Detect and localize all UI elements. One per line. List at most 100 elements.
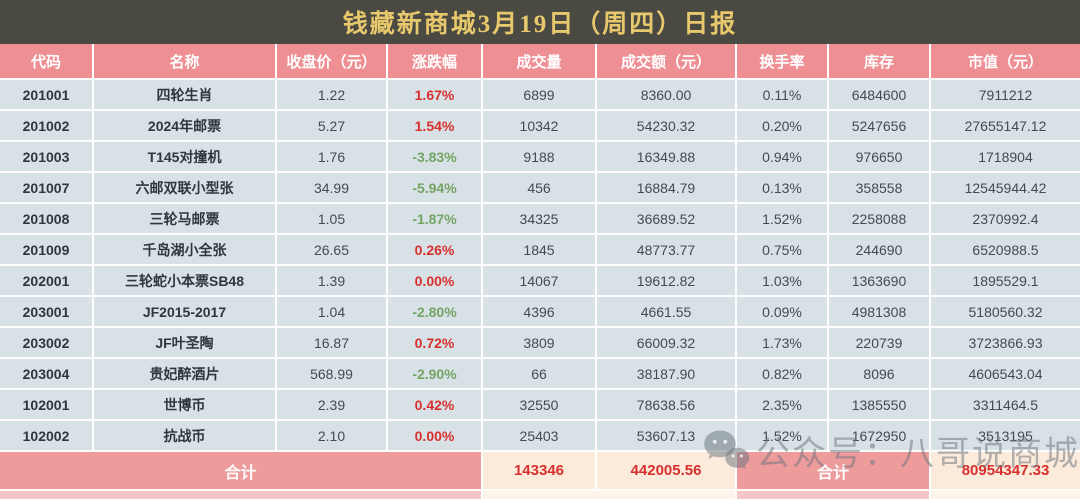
name-cell: 抗战币 <box>94 421 275 450</box>
market-value-cell: 27655147.12 <box>931 111 1080 140</box>
inventory-cell: 5247656 <box>829 111 929 140</box>
volume-cell: 66 <box>483 359 595 388</box>
inventory-cell: 8096 <box>829 359 929 388</box>
code-cell: 202001 <box>0 266 92 295</box>
column-header-market-value: 市值（元） <box>931 44 1080 78</box>
turnover-rate-cell: 1.52% <box>737 204 827 233</box>
close-price-cell: 5.27 <box>277 111 386 140</box>
turnover-rate-cell: 0.11% <box>737 80 827 109</box>
close-price-cell: 1.22 <box>277 80 386 109</box>
inventory-cell: 1385550 <box>829 390 929 419</box>
title-bar: 钱藏新商城3月19日（周四）日报 <box>0 0 1080 44</box>
name-cell: 千岛湖小全张 <box>94 235 275 264</box>
turnover-cell: 38187.90 <box>597 359 735 388</box>
inventory-cell: 358558 <box>829 173 929 202</box>
code-cell: 201007 <box>0 173 92 202</box>
turnover-cell: 16349.88 <box>597 142 735 171</box>
turnover-cell: 66009.32 <box>597 328 735 357</box>
market-value-cell: 4606543.04 <box>931 359 1080 388</box>
market-value-cell: 2370992.4 <box>931 204 1080 233</box>
totals-market-value: 80954347.33 <box>931 452 1080 489</box>
turnover-cell: 48773.77 <box>597 235 735 264</box>
column-header-turnover-rate: 换手率 <box>737 44 827 78</box>
close-price-cell: 1.39 <box>277 266 386 295</box>
market-value-cell: 1718904 <box>931 142 1080 171</box>
market-value-cell: 6520988.5 <box>931 235 1080 264</box>
name-cell: JF叶圣陶 <box>94 328 275 357</box>
name-cell: 世博币 <box>94 390 275 419</box>
volume-cell: 9188 <box>483 142 595 171</box>
code-cell: 102002 <box>0 421 92 450</box>
volume-cell: 34325 <box>483 204 595 233</box>
turnover-rate-cell: 0.13% <box>737 173 827 202</box>
page-title: 钱藏新商城3月19日（周四）日报 <box>342 11 738 38</box>
inventory-cell: 2258088 <box>829 204 929 233</box>
name-cell: 三轮蛇小本票SB48 <box>94 266 275 295</box>
code-cell: 201003 <box>0 142 92 171</box>
code-cell: 201008 <box>0 204 92 233</box>
change-cell: 1.54% <box>388 111 481 140</box>
turnover-rate-cell: 0.75% <box>737 235 827 264</box>
volume-cell: 32550 <box>483 390 595 419</box>
close-price-cell: 34.99 <box>277 173 386 202</box>
code-cell: 201001 <box>0 80 92 109</box>
change-cell: 0.00% <box>388 266 481 295</box>
name-cell: JF2015-2017 <box>94 297 275 326</box>
turnover-cell: 36689.52 <box>597 204 735 233</box>
name-cell: T145对撞机 <box>94 142 275 171</box>
column-header-turnover: 成交额（元） <box>597 44 735 78</box>
change-cell: -2.90% <box>388 359 481 388</box>
code-cell: 102001 <box>0 390 92 419</box>
column-header-change: 涨跌幅 <box>388 44 481 78</box>
market-value-cell: 3311464.5 <box>931 390 1080 419</box>
close-price-cell: 1.76 <box>277 142 386 171</box>
inventory-cell: 976650 <box>829 142 929 171</box>
turnover-cell: 4661.55 <box>597 297 735 326</box>
name-cell: 三轮马邮票 <box>94 204 275 233</box>
name-cell: 2024年邮票 <box>94 111 275 140</box>
close-price-cell: 2.10 <box>277 421 386 450</box>
market-value-cell: 3723866.93 <box>931 328 1080 357</box>
volume-cell: 14067 <box>483 266 595 295</box>
totals-turnover: 442005.56 <box>597 452 735 489</box>
volume-cell: 1845 <box>483 235 595 264</box>
turnover-cell: 19612.82 <box>597 266 735 295</box>
column-header-inventory: 库存 <box>829 44 929 78</box>
turnover-cell: 16884.79 <box>597 173 735 202</box>
code-cell: 201002 <box>0 111 92 140</box>
change-cell: -3.83% <box>388 142 481 171</box>
inventory-cell: 1672950 <box>829 421 929 450</box>
turnover-cell: 53607.13 <box>597 421 735 450</box>
inventory-cell: 6484600 <box>829 80 929 109</box>
market-value-cell: 5180560.32 <box>931 297 1080 326</box>
volume-cell: 6899 <box>483 80 595 109</box>
report-table: 代码 名称 收盘价（元） 涨跌幅 成交量 成交额（元） 换手率 库存 市值（元）… <box>0 44 1080 499</box>
close-price-cell: 2.39 <box>277 390 386 419</box>
turnover-rate-cell: 0.82% <box>737 359 827 388</box>
change-cell: 1.67% <box>388 80 481 109</box>
inventory-cell: 244690 <box>829 235 929 264</box>
market-value-cell: 3513195 <box>931 421 1080 450</box>
volume-cell: 4396 <box>483 297 595 326</box>
turnover-rate-cell: 0.09% <box>737 297 827 326</box>
change-cell: 0.42% <box>388 390 481 419</box>
totals-label-left: 合计 <box>0 452 481 489</box>
change-cell: -5.94% <box>388 173 481 202</box>
column-header-close-price: 收盘价（元） <box>277 44 386 78</box>
turnover-cell: 54230.32 <box>597 111 735 140</box>
name-cell: 四轮生肖 <box>94 80 275 109</box>
market-value-cell: 7911212 <box>931 80 1080 109</box>
turnover-rate-cell: 2.35% <box>737 390 827 419</box>
bottom-edge-strip <box>931 491 1080 499</box>
turnover-cell: 8360.00 <box>597 80 735 109</box>
change-cell: 0.00% <box>388 421 481 450</box>
code-cell: 201009 <box>0 235 92 264</box>
market-value-cell: 12545944.42 <box>931 173 1080 202</box>
bottom-edge-strip <box>737 491 929 499</box>
change-cell: 0.72% <box>388 328 481 357</box>
volume-cell: 10342 <box>483 111 595 140</box>
volume-cell: 3809 <box>483 328 595 357</box>
column-header-name: 名称 <box>94 44 275 78</box>
close-price-cell: 568.99 <box>277 359 386 388</box>
